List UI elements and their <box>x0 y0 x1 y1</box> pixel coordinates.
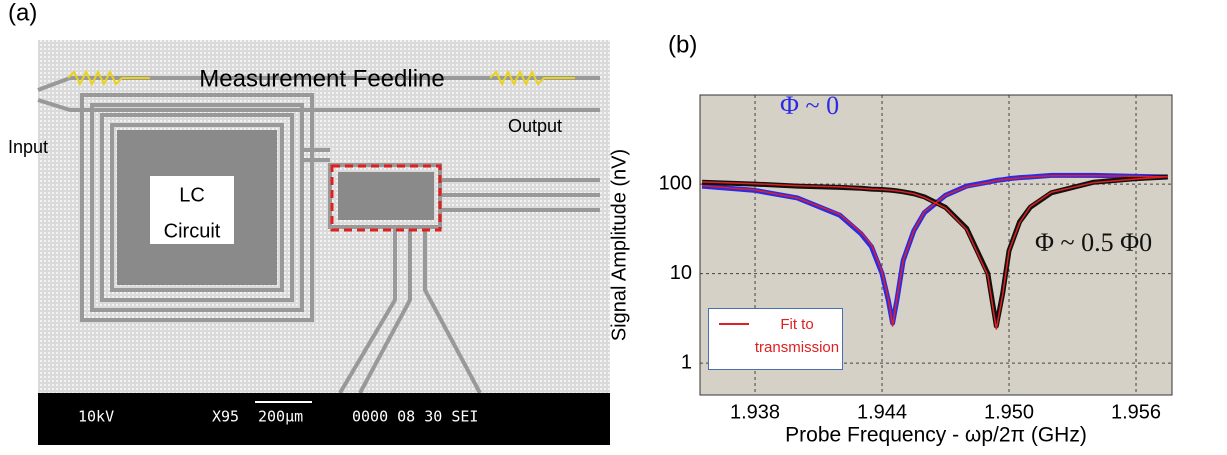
highlight-box <box>330 164 442 232</box>
x-tick-label: 1.956 <box>1111 401 1161 423</box>
x-axis-label: Probe Frequency - ωp/2π (GHz) <box>785 424 1087 447</box>
y-tick-label: 10 <box>670 262 692 284</box>
input-label: Input <box>8 137 48 157</box>
lc-label-box <box>150 176 234 244</box>
data-line <box>702 174 1168 327</box>
sem-kv: 10kV <box>78 408 114 426</box>
y-tick-label: 1 <box>681 351 692 373</box>
panel-label: (a) <box>8 0 37 26</box>
sem-info: 0000 08 30 SEI <box>352 408 478 426</box>
annotation: Φ ~ 0 <box>780 91 839 120</box>
legend-swatch <box>719 323 749 325</box>
lc-label: LC <box>179 184 205 206</box>
sem-scale: 200µm <box>258 408 303 426</box>
x-tick-label: 1.938 <box>730 401 780 423</box>
output-label: Output <box>508 116 562 136</box>
x-tick-label: 1.950 <box>984 401 1034 423</box>
data-line <box>702 175 1168 330</box>
y-tick-label: 100 <box>659 172 692 194</box>
legend-label: Fit to transmission <box>754 316 840 356</box>
annotation: Φ ~ 0.5 Φ0 <box>1035 228 1152 257</box>
sem-info-bar <box>38 393 610 445</box>
y-axis-label: Signal Amplitude (nV) <box>608 149 630 341</box>
squid <box>338 172 434 220</box>
lc-label: Circuit <box>164 220 221 242</box>
x-tick-label: 1.944 <box>857 401 907 423</box>
signal-wave <box>67 69 575 87</box>
feedline-label: Measurement Feedline <box>199 65 444 92</box>
legend: Fit to transmission <box>708 308 843 370</box>
plot-frame <box>699 94 1173 396</box>
sem-mag: X95 <box>212 408 239 426</box>
panel-label: (b) <box>668 31 697 58</box>
